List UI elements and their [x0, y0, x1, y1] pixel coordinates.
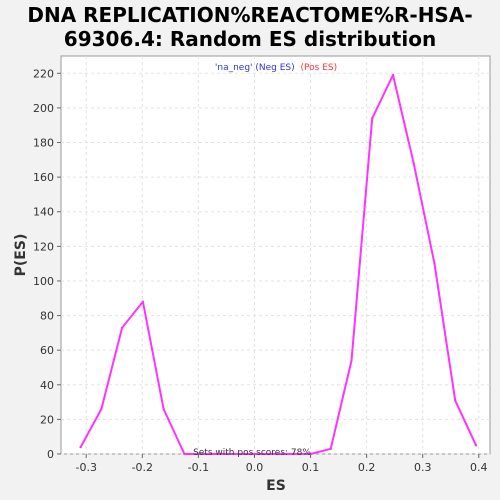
y-tick-label: 120: [33, 240, 54, 253]
y-tick-label: 220: [33, 67, 54, 80]
x-tick-label: 0.1: [302, 461, 320, 474]
data-point: [79, 445, 82, 449]
y-tick-label: 140: [33, 206, 54, 219]
data-point: [474, 444, 478, 447]
data-point: [141, 300, 145, 303]
y-tick-label: 200: [33, 102, 54, 115]
x-tick-label: 0.0: [246, 461, 264, 474]
data-point: [412, 162, 415, 165]
plot-area: [60, 55, 491, 455]
y-tick-label: 20: [40, 413, 54, 426]
y-tick-label: 0: [47, 448, 54, 461]
y-tick-label: 100: [33, 275, 54, 288]
data-point: [183, 452, 186, 456]
grid: [61, 56, 490, 455]
data-point: [329, 447, 332, 451]
y-tick-label: 180: [33, 137, 54, 150]
y-tick-label: 160: [33, 171, 54, 184]
y-tick-label: 40: [40, 379, 54, 392]
x-tick-label: -0.3: [76, 461, 97, 474]
legend-entry-pos: (Pos ES): [301, 63, 338, 73]
x-axis-label: ES: [266, 478, 286, 494]
x-tick-label: 0.4: [470, 461, 488, 474]
data-point: [120, 326, 124, 329]
data-point: [100, 407, 103, 411]
x-tick-label: 0.3: [414, 461, 432, 474]
chart-title-line-2: 69306.4: Random ES distribution: [64, 27, 436, 51]
y-tick-label: 80: [40, 310, 54, 323]
data-point: [433, 262, 436, 265]
pos-scores-annotation: Sets with pos scores: 78%: [193, 448, 311, 458]
y-tick-label: 60: [40, 344, 54, 357]
x-tick-label: -0.2: [132, 461, 153, 474]
chart-title-line-1: DNA REPLICATION%REACTOME%R-HSA-: [27, 3, 472, 27]
legend-entry-neg: 'na_neg' (Neg ES): [215, 63, 295, 73]
data-point: [391, 73, 395, 77]
data-point: [350, 359, 353, 362]
data-point: [454, 399, 457, 402]
series-layer: [79, 73, 478, 456]
x-tick-label: -0.1: [188, 461, 209, 474]
axis-ticks: -0.3 -0.2 -0.1 0.0 0.1 0.2 0.3 0.4 0 20 40 60 80 100 1…: [33, 67, 488, 474]
x-tick-label: 0.2: [358, 461, 376, 474]
data-point: [371, 117, 374, 120]
y-axis-label: P(ES): [13, 234, 29, 277]
data-point: [162, 407, 165, 411]
legend: 'na_neg' (Neg ES) (Pos ES): [215, 63, 337, 73]
